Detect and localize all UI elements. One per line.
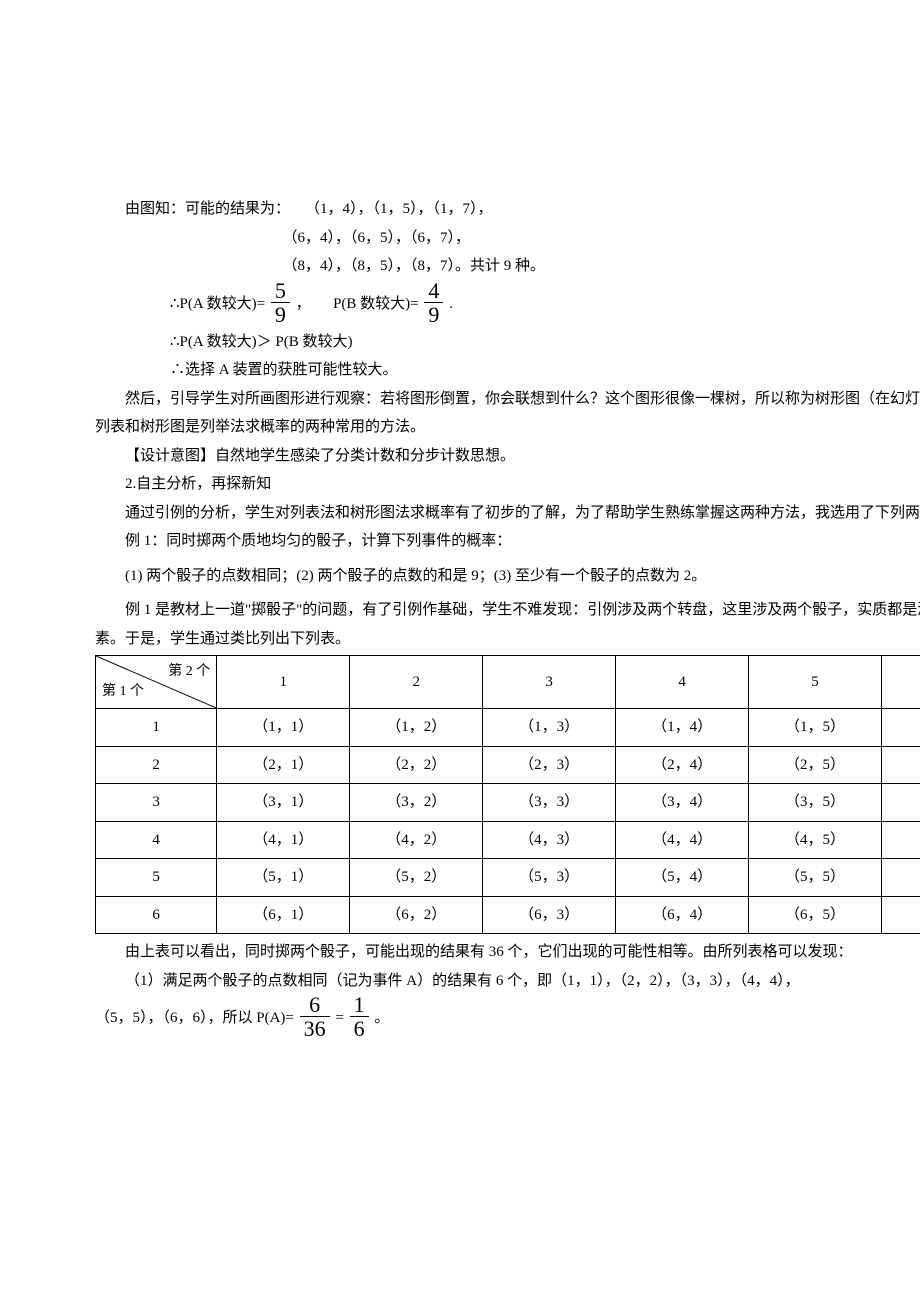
table-row: 5（5，1）（5，2）（5，3）（5，4）（5，5）（5，6） <box>96 859 920 897</box>
fraction-numerator: 5 <box>271 279 290 303</box>
table-cell: （3，2） <box>350 784 483 822</box>
table-cell: （2，3） <box>483 746 616 784</box>
corner-bottom-label: 第 1 个 <box>102 679 144 706</box>
table-cell: （6，6） <box>881 896 920 934</box>
table-cell: （4，2） <box>350 821 483 859</box>
table-cell: （3，1） <box>217 784 350 822</box>
table-header: 3 <box>483 656 616 709</box>
table-row-label: 5 <box>96 859 217 897</box>
paragraph: 例 1：同时掷两个质地均匀的骰子，计算下列事件的概率： <box>95 527 920 556</box>
table-cell: （1，2） <box>350 709 483 747</box>
table-row: 3（3，1）（3，2）（3，3）（3，4）（3，5）（3，6） <box>96 784 920 822</box>
table-cell: （4，3） <box>483 821 616 859</box>
table-cell: （5，5） <box>749 859 882 897</box>
table-cell: （4，6） <box>881 821 920 859</box>
outcome-table: 第 2 个 第 1 个 1 2 3 4 5 6 1（1，1）（1，2）（1，3）… <box>95 655 920 934</box>
table-cell: （3，3） <box>483 784 616 822</box>
text-fragment: 。 <box>374 1010 389 1026</box>
paragraph: 例 1 是教材上一道"掷骰子"的问题，有了引例作基础，学生不难发现：引例涉及两个… <box>95 596 920 653</box>
text-line: ∴P(A 数较大)＞ P(B 数较大) <box>95 328 920 357</box>
text-fragment: = <box>335 1010 343 1026</box>
text-line: （8，4），（8，5），（8，7）。共计 9 种。 <box>95 252 920 281</box>
table-row-label: 6 <box>96 896 217 934</box>
table-cell: （6，5） <box>749 896 882 934</box>
text-line: 由图知：可能的结果为： （1，4），（1，5），（1，7）， <box>95 195 920 224</box>
fraction-numerator: 1 <box>350 993 369 1017</box>
table-corner-cell: 第 2 个 第 1 个 <box>96 656 217 709</box>
table-cell: （4，4） <box>616 821 749 859</box>
table-header: 2 <box>350 656 483 709</box>
fraction-numerator: 6 <box>300 993 330 1017</box>
heading: 2.自主分析，再探新知 <box>95 470 920 499</box>
paragraph: 【设计意图】自然地学生感染了分类计数和分步计数思想。 <box>95 442 920 471</box>
formula-line: ∴P(A 数较大)= 5 9 ， P(B 数较大)= 4 9 . <box>95 281 920 328</box>
text-fragment: ∴P(A 数较大)= <box>170 296 265 312</box>
table-cell: （5，1） <box>217 859 350 897</box>
table-cell: （2，1） <box>217 746 350 784</box>
formula-line: （5，5），（6，6），所以 P(A)= 6 36 = 1 6 。 <box>95 995 920 1042</box>
table-row-label: 1 <box>96 709 217 747</box>
table-header: 1 <box>217 656 350 709</box>
table-cell: （3，6） <box>881 784 920 822</box>
table-row-label: 2 <box>96 746 217 784</box>
table-cell: （3，4） <box>616 784 749 822</box>
fraction-denominator: 9 <box>271 303 290 326</box>
table-cell: （5，4） <box>616 859 749 897</box>
paragraph: 通过引例的分析，学生对列表法和树形图法求概率有了初步的了解，为了帮助学生熟练掌握… <box>95 499 920 528</box>
table-cell: （3，5） <box>749 784 882 822</box>
corner-top-label: 第 2 个 <box>168 659 210 686</box>
fraction-numerator: 4 <box>424 279 443 303</box>
table-cell: （2，6） <box>881 746 920 784</box>
fraction: 4 9 <box>424 279 443 326</box>
fraction: 6 36 <box>300 993 330 1040</box>
table-cell: （6，1） <box>217 896 350 934</box>
paragraph: 由上表可以看出，同时掷两个骰子，可能出现的结果有 36 个，它们出现的可能性相等… <box>95 938 920 967</box>
table-cell: （6，2） <box>350 896 483 934</box>
table-cell: （4，1） <box>217 821 350 859</box>
table-cell: （2，2） <box>350 746 483 784</box>
text-fragment: ， P(B 数较大)= <box>296 296 419 312</box>
paragraph: (1) 两个骰子的点数相同；(2) 两个骰子的点数的和是 9；(3) 至少有一个… <box>95 562 920 591</box>
fraction-denominator: 36 <box>300 1017 330 1040</box>
table-header: 6 <box>881 656 920 709</box>
table-header: 4 <box>616 656 749 709</box>
table-cell: （5，2） <box>350 859 483 897</box>
table-cell: （1，6） <box>881 709 920 747</box>
text-fragment: . <box>449 296 453 312</box>
table-cell: （2，5） <box>749 746 882 784</box>
table-cell: （1，1） <box>217 709 350 747</box>
table-cell: （1，5） <box>749 709 882 747</box>
table-header: 5 <box>749 656 882 709</box>
table-cell: （6，4） <box>616 896 749 934</box>
fraction-denominator: 9 <box>424 303 443 326</box>
fraction: 5 9 <box>271 279 290 326</box>
table-cell: （1，3） <box>483 709 616 747</box>
text-line: （6，4），（6，5），（6，7）， <box>95 224 920 253</box>
paragraph: 然后，引导学生对所画图形进行观察：若将图形倒置，你会联想到什么？这个图形很像一棵… <box>95 385 920 442</box>
table-row-label: 4 <box>96 821 217 859</box>
table-cell: （2，4） <box>616 746 749 784</box>
table-header-row: 第 2 个 第 1 个 1 2 3 4 5 6 <box>96 656 920 709</box>
fraction-denominator: 6 <box>350 1017 369 1040</box>
table-cell: （4，5） <box>749 821 882 859</box>
text-fragment: （5，5），（6，6），所以 P(A)= <box>95 1010 294 1026</box>
table-cell: （5，3） <box>483 859 616 897</box>
paragraph: （1）满足两个骰子的点数相同（记为事件 A）的结果有 6 个，即（1，1），（2… <box>95 967 920 996</box>
table-row: 4（4，1）（4，2）（4，3）（4，4）（4，5）（4，6） <box>96 821 920 859</box>
table-cell: （5，6） <box>881 859 920 897</box>
table-row-label: 3 <box>96 784 217 822</box>
fraction: 1 6 <box>350 993 369 1040</box>
table-row: 6（6，1）（6，2）（6，3）（6，4）（6，5）（6，6） <box>96 896 920 934</box>
table-cell: （6，3） <box>483 896 616 934</box>
table-row: 1（1，1）（1，2）（1，3）（1，4）（1，5）（1，6） <box>96 709 920 747</box>
table-row: 2（2，1）（2，2）（2，3）（2，4）（2，5）（2，6） <box>96 746 920 784</box>
table-cell: （1，4） <box>616 709 749 747</box>
text-line: ∴选择 A 装置的获胜可能性较大。 <box>95 356 920 385</box>
